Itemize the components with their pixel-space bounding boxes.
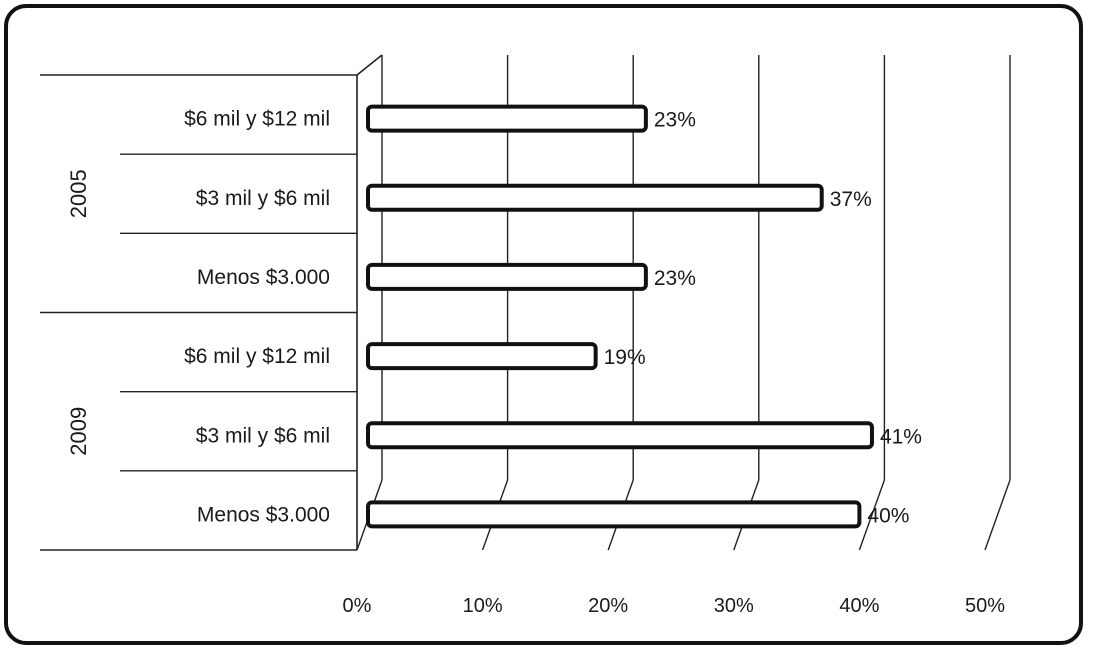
category-label: $6 mil y $12 mil (184, 108, 330, 131)
labels: 0% 10% 20% 30% 40% 50% 2005 2009 $6 mil y $12 mi… (66, 108, 1005, 617)
group-label: 2005 (66, 169, 91, 218)
floor-gridline (984, 479, 1011, 551)
data-label: 41% (880, 425, 922, 448)
x-tick-label: 50% (965, 595, 1005, 617)
x-tick-label: 40% (839, 595, 879, 617)
category-label: $6 mil y $12 mil (184, 345, 330, 368)
x-tick-label: 10% (463, 595, 503, 617)
wall-top-edge (356, 54, 383, 76)
data-label: 40% (867, 504, 909, 527)
data-label: 37% (830, 188, 872, 211)
data-label: 23% (654, 267, 696, 290)
bars (366, 104, 874, 529)
data-label: 23% (654, 109, 696, 132)
x-tick-label: 20% (588, 595, 628, 617)
category-label: Menos $3.000 (197, 266, 330, 289)
axes (40, 54, 383, 551)
bar (366, 500, 862, 529)
bar (366, 262, 648, 291)
bar (366, 104, 648, 133)
category-label: $3 mil y $6 mil (196, 187, 330, 210)
bar (366, 421, 874, 450)
bar (366, 342, 598, 371)
data-label: 19% (604, 346, 646, 369)
category-label: Menos $3.000 (197, 503, 330, 526)
category-label: $3 mil y $6 mil (196, 424, 330, 447)
floor-gridline (858, 479, 886, 551)
bar (366, 183, 824, 212)
x-tick-label: 30% (714, 595, 754, 617)
group-label: 2009 (66, 407, 91, 456)
x-tick-label: 0% (343, 595, 372, 617)
